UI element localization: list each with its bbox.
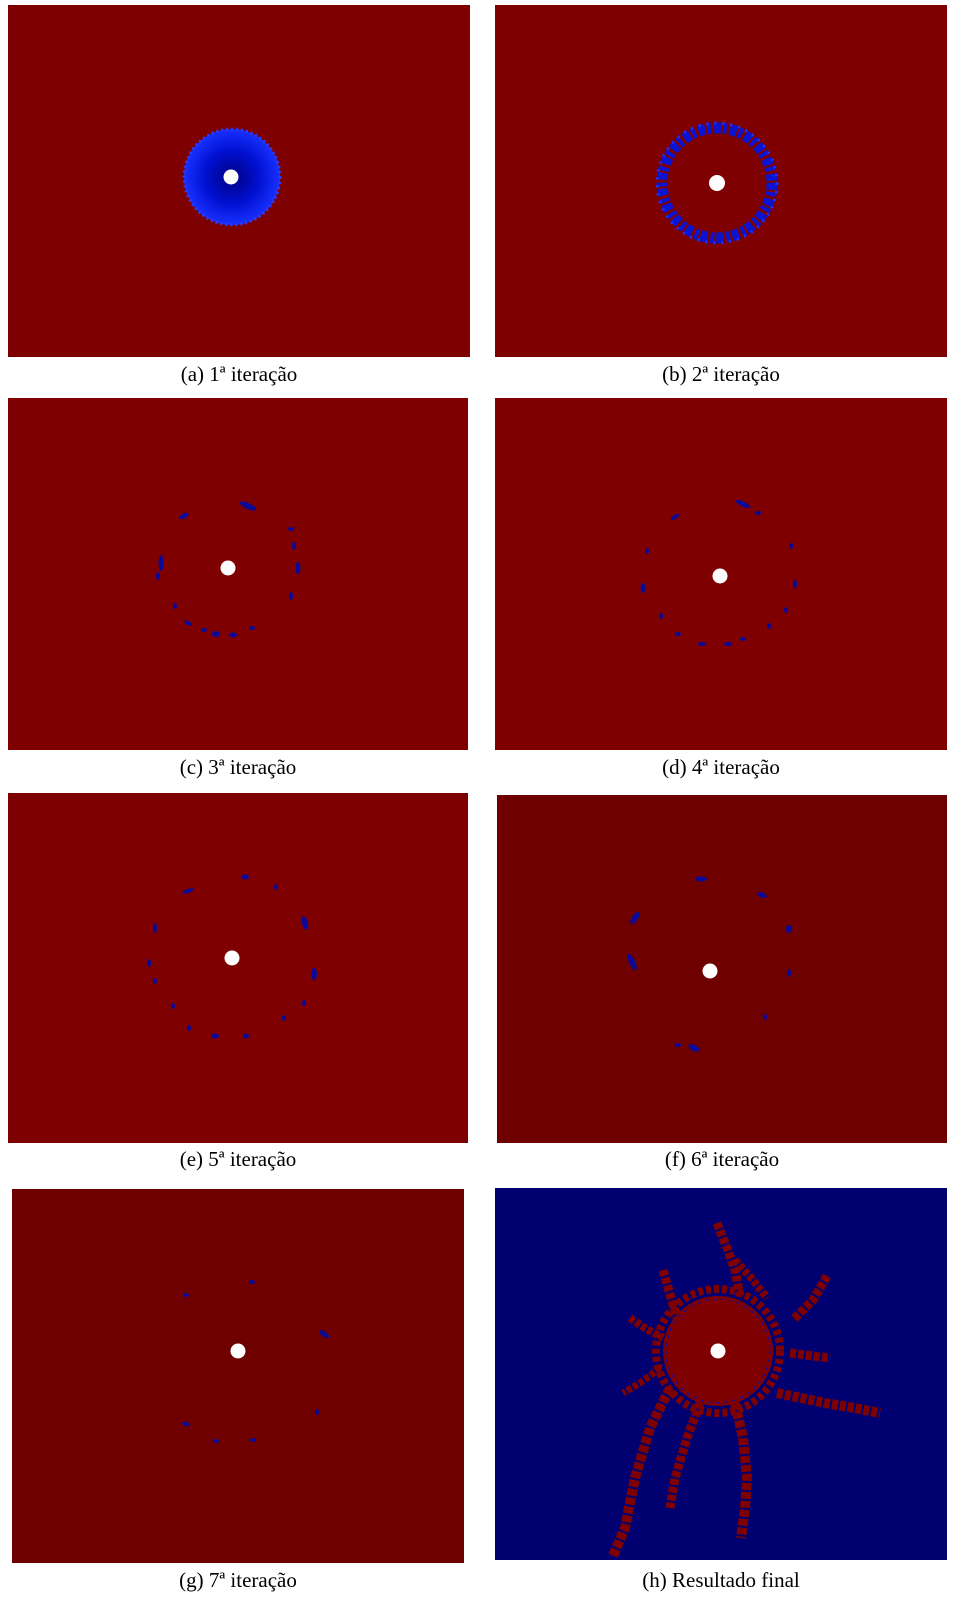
panel-h bbox=[495, 1188, 947, 1560]
caption-text: 4ª iteração bbox=[691, 755, 780, 779]
caption-text: 7ª iteração bbox=[208, 1568, 297, 1592]
panel-d bbox=[495, 398, 947, 750]
caption-letter: (d) bbox=[662, 755, 687, 779]
panel-b bbox=[495, 5, 947, 357]
inner-ring bbox=[665, 1298, 771, 1404]
center-point bbox=[223, 169, 239, 185]
caption-c: (c) 3ª iteração bbox=[8, 755, 468, 779]
panel-a bbox=[8, 5, 470, 357]
field-background bbox=[8, 398, 468, 750]
caption-text: 2ª iteração bbox=[691, 362, 780, 386]
panel-d-image bbox=[495, 398, 947, 750]
caption-letter: (h) bbox=[642, 1568, 667, 1592]
center-point bbox=[230, 1343, 246, 1359]
panel-f bbox=[497, 795, 947, 1143]
caption-a: (a) 1ª iteração bbox=[8, 362, 470, 386]
center-point bbox=[224, 950, 240, 966]
caption-h: (h) Resultado final bbox=[495, 1568, 947, 1592]
region-edge bbox=[182, 127, 282, 227]
blue-ring bbox=[656, 122, 778, 244]
blue-fragments bbox=[182, 1280, 330, 1443]
blue-fragments bbox=[640, 499, 797, 646]
caption-text: Resultado final bbox=[672, 1568, 800, 1592]
caption-letter: (b) bbox=[662, 362, 687, 386]
center-point bbox=[702, 963, 718, 979]
field-background bbox=[12, 1189, 464, 1563]
blue-fragments bbox=[147, 874, 317, 1039]
panel-c-image bbox=[8, 398, 468, 750]
caption-text: 1ª iteração bbox=[209, 362, 298, 386]
caption-f: (f) 6ª iteração bbox=[497, 1147, 947, 1171]
field-background bbox=[497, 795, 947, 1143]
caption-letter: (e) bbox=[179, 1147, 204, 1171]
panel-b-image bbox=[495, 5, 947, 357]
center-point bbox=[710, 1343, 726, 1359]
caption-g: (g) 7ª iteração bbox=[12, 1568, 464, 1592]
caption-letter: (c) bbox=[179, 755, 204, 779]
caption-b: (b) 2ª iteração bbox=[495, 362, 947, 386]
ring-fringe bbox=[655, 121, 779, 245]
panel-a-image bbox=[8, 5, 470, 357]
caption-e: (e) 5ª iteração bbox=[8, 1147, 468, 1171]
caption-text: 5ª iteração bbox=[208, 1147, 297, 1171]
blue-fragments bbox=[627, 876, 792, 1052]
panel-g-image bbox=[12, 1189, 464, 1563]
panel-f-image bbox=[497, 795, 947, 1143]
field-background bbox=[8, 793, 468, 1143]
caption-text: 3ª iteração bbox=[208, 755, 297, 779]
caption-letter: (f) bbox=[664, 1147, 686, 1171]
panel-h-image bbox=[495, 1188, 947, 1560]
panel-g bbox=[12, 1189, 464, 1563]
caption-letter: (a) bbox=[180, 362, 205, 386]
center-point bbox=[712, 568, 728, 584]
caption-letter: (g) bbox=[179, 1568, 204, 1592]
caption-text: 6ª iteração bbox=[691, 1147, 780, 1171]
center-point bbox=[709, 175, 725, 191]
panel-e bbox=[8, 793, 468, 1143]
outer-ring bbox=[652, 1285, 784, 1417]
blue-fragments bbox=[156, 501, 301, 638]
panel-e-image bbox=[8, 793, 468, 1143]
center-point bbox=[220, 560, 236, 576]
caption-d: (d) 4ª iteração bbox=[495, 755, 947, 779]
panel-c bbox=[8, 398, 468, 750]
